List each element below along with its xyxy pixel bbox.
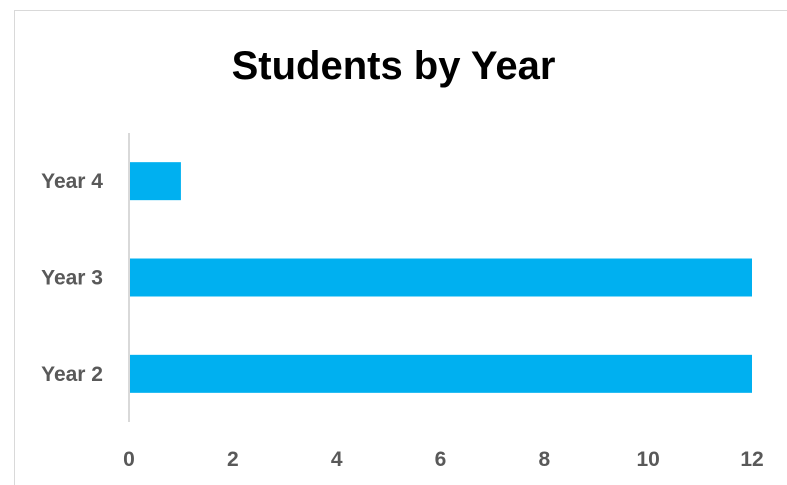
- category-label-year-4: Year 4: [41, 170, 103, 193]
- x-tick-8: 8: [538, 448, 550, 471]
- x-tick-2: 2: [227, 448, 239, 471]
- category-label-year-2: Year 2: [41, 363, 103, 386]
- x-tick-10: 10: [636, 448, 659, 471]
- x-tick-4: 4: [331, 448, 343, 471]
- bar-year-4: [129, 162, 181, 201]
- chart-area: [14, 10, 787, 485]
- x-tick-labels: 0 2 4 6 8 10 12: [123, 448, 764, 471]
- x-tick-6: 6: [435, 448, 447, 471]
- bar-year-2: [129, 354, 752, 393]
- chart-title: Students by Year: [231, 44, 556, 88]
- bars-group: [129, 162, 752, 393]
- x-tick-0: 0: [123, 448, 135, 471]
- x-tick-12: 12: [740, 448, 763, 471]
- category-labels: Year 2 Year 3 Year 4: [41, 170, 103, 386]
- category-label-year-3: Year 3: [41, 267, 103, 290]
- bar-year-3: [129, 258, 752, 297]
